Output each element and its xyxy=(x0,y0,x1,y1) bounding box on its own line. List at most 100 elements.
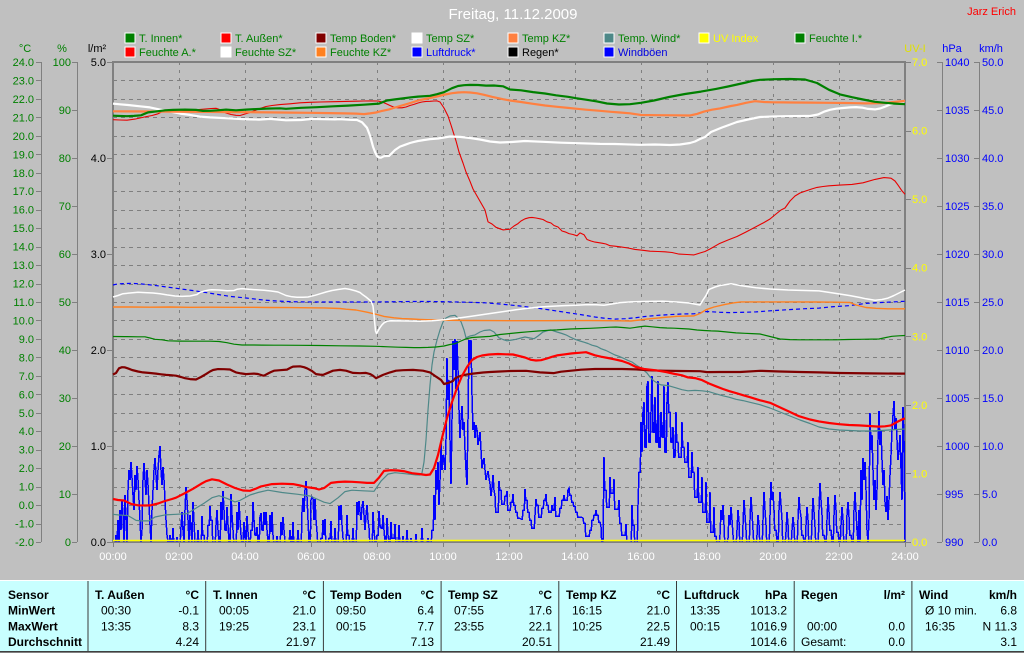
svg-text:1013.2: 1013.2 xyxy=(750,604,787,618)
svg-text:1020: 1020 xyxy=(945,249,969,261)
svg-text:10.0: 10.0 xyxy=(13,316,34,328)
svg-text:23.1: 23.1 xyxy=(293,619,317,633)
svg-text:1.0: 1.0 xyxy=(91,441,106,453)
svg-text:10:25: 10:25 xyxy=(572,619,602,633)
svg-text:MaxWert: MaxWert xyxy=(8,619,58,633)
svg-text:l/m²: l/m² xyxy=(88,43,107,55)
svg-text:13:35: 13:35 xyxy=(690,604,720,618)
svg-text:7.0: 7.0 xyxy=(912,57,927,69)
svg-text:Windböen: Windböen xyxy=(618,47,668,59)
svg-text:-1.0: -1.0 xyxy=(15,519,34,531)
svg-text:°C: °C xyxy=(421,588,435,602)
svg-text:22.0: 22.0 xyxy=(13,94,34,106)
svg-text:25.0: 25.0 xyxy=(982,297,1003,309)
svg-text:12.0: 12.0 xyxy=(13,279,34,291)
svg-text:30.0: 30.0 xyxy=(982,249,1003,261)
svg-text:1040: 1040 xyxy=(945,57,969,69)
svg-text:995: 995 xyxy=(945,489,963,501)
svg-text:00:00: 00:00 xyxy=(807,619,837,633)
svg-text:-2.0: -2.0 xyxy=(15,537,34,549)
svg-text:-0.1: -0.1 xyxy=(178,604,199,618)
svg-text:00:00: 00:00 xyxy=(99,551,127,563)
svg-text:10:00: 10:00 xyxy=(429,551,457,563)
svg-text:hPa: hPa xyxy=(765,588,787,602)
svg-text:13:35: 13:35 xyxy=(101,619,131,633)
svg-text:16.0: 16.0 xyxy=(13,205,34,217)
svg-text:18:00: 18:00 xyxy=(693,551,721,563)
svg-text:0.0: 0.0 xyxy=(19,500,34,512)
svg-text:13.0: 13.0 xyxy=(13,260,34,272)
svg-text:22:00: 22:00 xyxy=(825,551,853,563)
svg-text:°C: °C xyxy=(186,588,200,602)
svg-text:3.0: 3.0 xyxy=(91,249,106,261)
svg-text:7.13: 7.13 xyxy=(411,635,435,649)
svg-text:0.0: 0.0 xyxy=(91,537,106,549)
svg-text:T. Innen*: T. Innen* xyxy=(139,33,183,45)
svg-text:21.97: 21.97 xyxy=(286,635,316,649)
svg-text:4.0: 4.0 xyxy=(912,263,927,275)
svg-text:14:00: 14:00 xyxy=(561,551,589,563)
svg-text:5.0: 5.0 xyxy=(982,489,997,501)
svg-text:km/h: km/h xyxy=(989,588,1017,602)
svg-text:35.0: 35.0 xyxy=(982,201,1003,213)
svg-text:1.0: 1.0 xyxy=(19,482,34,494)
svg-text:80: 80 xyxy=(59,153,71,165)
svg-text:N 11.3: N 11.3 xyxy=(983,619,1018,633)
svg-text:Luftdruck*: Luftdruck* xyxy=(426,47,476,59)
svg-text:8.0: 8.0 xyxy=(19,352,34,364)
svg-text:1000: 1000 xyxy=(945,441,969,453)
svg-text:%: % xyxy=(57,43,67,55)
svg-text:40: 40 xyxy=(59,345,71,357)
svg-text:Feuchte I.*: Feuchte I.* xyxy=(809,33,863,45)
svg-text:7.7: 7.7 xyxy=(417,619,434,633)
svg-text:24:00: 24:00 xyxy=(891,551,919,563)
svg-text:T. Innen: T. Innen xyxy=(213,588,258,602)
svg-text:14.0: 14.0 xyxy=(13,242,34,254)
svg-text:6.0: 6.0 xyxy=(19,389,34,401)
svg-text:l/m²: l/m² xyxy=(884,588,905,602)
svg-text:3.0: 3.0 xyxy=(19,445,34,457)
svg-text:17.6: 17.6 xyxy=(529,604,553,618)
svg-text:Temp SZ: Temp SZ xyxy=(448,588,498,602)
svg-text:6.0: 6.0 xyxy=(912,126,927,138)
svg-text:24.0: 24.0 xyxy=(13,57,34,69)
svg-text:70: 70 xyxy=(59,201,71,213)
svg-text:UV-I: UV-I xyxy=(904,43,925,55)
svg-text:Temp SZ*: Temp SZ* xyxy=(426,33,475,45)
svg-text:Freitag, 11.12.2009: Freitag, 11.12.2009 xyxy=(449,6,578,23)
svg-text:2.0: 2.0 xyxy=(912,400,927,412)
svg-text:MinWert: MinWert xyxy=(8,604,55,618)
svg-text:60: 60 xyxy=(59,249,71,261)
svg-text:9.0: 9.0 xyxy=(19,334,34,346)
svg-text:08:00: 08:00 xyxy=(363,551,391,563)
svg-text:100: 100 xyxy=(53,57,71,69)
svg-text:06:00: 06:00 xyxy=(297,551,325,563)
svg-text:23.0: 23.0 xyxy=(13,76,34,88)
svg-text:4.0: 4.0 xyxy=(19,426,34,438)
svg-text:T. Außen: T. Außen xyxy=(95,588,145,602)
svg-text:1014.6: 1014.6 xyxy=(750,635,787,649)
svg-text:22.5: 22.5 xyxy=(647,619,671,633)
svg-text:7.0: 7.0 xyxy=(19,371,34,383)
svg-text:6.4: 6.4 xyxy=(417,604,434,618)
svg-text:1005: 1005 xyxy=(945,393,969,405)
svg-text:15.0: 15.0 xyxy=(13,223,34,235)
svg-text:11.0: 11.0 xyxy=(13,297,34,309)
svg-text:Temp KZ: Temp KZ xyxy=(566,588,616,602)
svg-text:19:25: 19:25 xyxy=(219,619,249,633)
svg-text:10.0: 10.0 xyxy=(982,441,1003,453)
svg-text:09:50: 09:50 xyxy=(336,604,366,618)
svg-text:Temp Boden: Temp Boden xyxy=(330,588,402,602)
svg-text:19.0: 19.0 xyxy=(13,149,34,161)
svg-text:10: 10 xyxy=(59,489,71,501)
svg-text:07:55: 07:55 xyxy=(454,604,484,618)
svg-text:2.0: 2.0 xyxy=(91,345,106,357)
svg-text:Temp. Wind*: Temp. Wind* xyxy=(618,33,681,45)
svg-text:Ø 10 min.: Ø 10 min. xyxy=(925,604,977,618)
svg-text:km/h: km/h xyxy=(979,43,1003,55)
svg-text:20: 20 xyxy=(59,441,71,453)
svg-text:22.1: 22.1 xyxy=(529,619,553,633)
svg-text:Luftdruck: Luftdruck xyxy=(684,588,740,602)
svg-text:16:00: 16:00 xyxy=(627,551,655,563)
svg-text:02:00: 02:00 xyxy=(165,551,193,563)
